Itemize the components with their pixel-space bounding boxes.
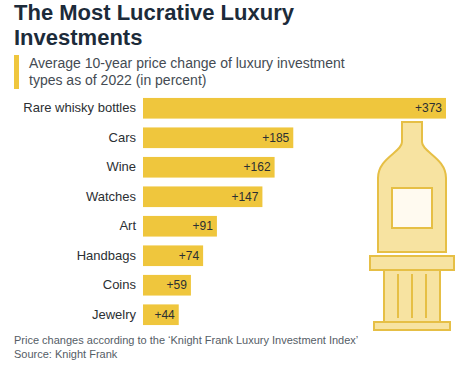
tick: Rare whisky bottles xyxy=(23,100,136,115)
data-label: +74 xyxy=(179,249,200,263)
bar xyxy=(143,98,446,119)
icon-capital xyxy=(370,256,454,270)
icon-column xyxy=(384,270,440,322)
icon-base xyxy=(374,322,450,330)
tick-label: Coins xyxy=(103,277,137,292)
tick-label: Rare whisky bottles xyxy=(23,100,136,115)
bar xyxy=(143,304,179,325)
bar xyxy=(143,245,203,266)
bar xyxy=(143,275,191,296)
icon xyxy=(370,122,454,330)
icon-label xyxy=(392,188,432,228)
icon-bottle xyxy=(378,122,446,252)
title: The Most Lucrative Luxury Investments xyxy=(14,0,354,50)
footer: Price changes according to the ‘Knight F… xyxy=(14,333,454,361)
data-label: +91 xyxy=(193,219,214,233)
category-axis: Rare whisky bottles Cars Wine Watches Art Han… xyxy=(23,100,136,321)
subtitle-box: Average 10-year price change of luxury i… xyxy=(14,55,359,89)
chart: Rare whisky bottles Cars Wine Watches Art Han… xyxy=(0,0,460,375)
data-label: +185 xyxy=(262,131,289,145)
data-label: +147 xyxy=(231,190,258,204)
tick: Coins xyxy=(103,277,137,292)
source: Source: Knight Frank xyxy=(14,347,454,361)
tick: Wine xyxy=(106,159,136,174)
bar xyxy=(143,157,275,178)
data-label: +373 xyxy=(415,101,442,115)
tick: Watches xyxy=(86,189,137,204)
subtitle: Average 10-year price change of luxury i… xyxy=(29,55,359,89)
bar xyxy=(143,186,262,207)
data-label: +59 xyxy=(167,278,188,292)
data-label: +162 xyxy=(244,160,271,174)
tick: Handbags xyxy=(77,248,137,263)
bar xyxy=(143,127,293,148)
data-labels: +373 +185 +162 +147 +91 +74 +59 +44 xyxy=(154,101,442,321)
tick-label: Wine xyxy=(106,159,136,174)
tick-label: Watches xyxy=(86,189,137,204)
bar xyxy=(143,216,217,237)
tick-label: Jewelry xyxy=(92,307,137,322)
tick-label: Cars xyxy=(109,130,137,145)
icon-flute xyxy=(397,274,399,318)
icon-flute xyxy=(411,274,413,318)
icon-flute xyxy=(425,274,427,318)
tick-label: Handbags xyxy=(77,248,137,263)
tick-label: Art xyxy=(119,218,136,233)
data-label: +44 xyxy=(154,308,175,322)
tick: Jewelry xyxy=(92,307,137,322)
tick: Cars xyxy=(109,130,137,145)
note: Price changes according to the ‘Knight F… xyxy=(14,333,454,347)
bars xyxy=(143,98,446,325)
tick: Art xyxy=(119,218,136,233)
